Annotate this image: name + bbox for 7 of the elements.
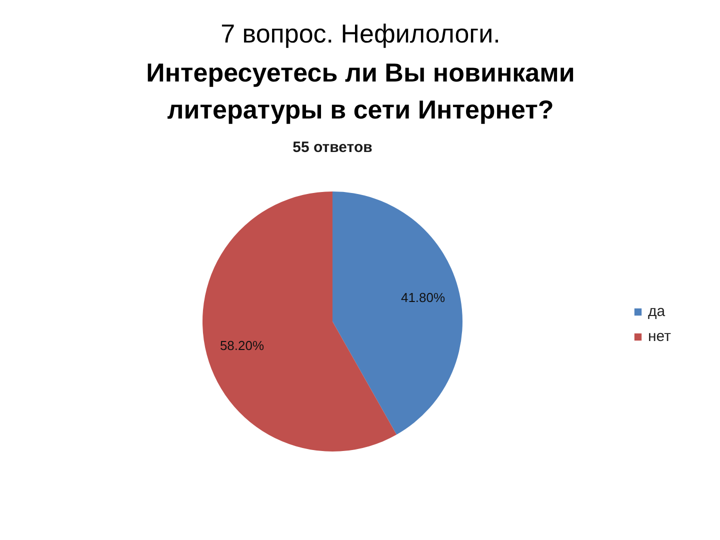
text: 55 ответов bbox=[292, 139, 372, 156]
legend-label: да bbox=[648, 302, 666, 321]
data-label: 58.20% bbox=[220, 338, 264, 353]
legend-label: нет bbox=[648, 326, 671, 346]
chart-subtitle: Интересуетесь ли Вы новинками литературы в сети Интернет? bbox=[146, 58, 575, 124]
chart-title: 7 вопрос. Нефилологи. bbox=[220, 18, 500, 48]
data-label: 41.80% bbox=[400, 290, 446, 306]
